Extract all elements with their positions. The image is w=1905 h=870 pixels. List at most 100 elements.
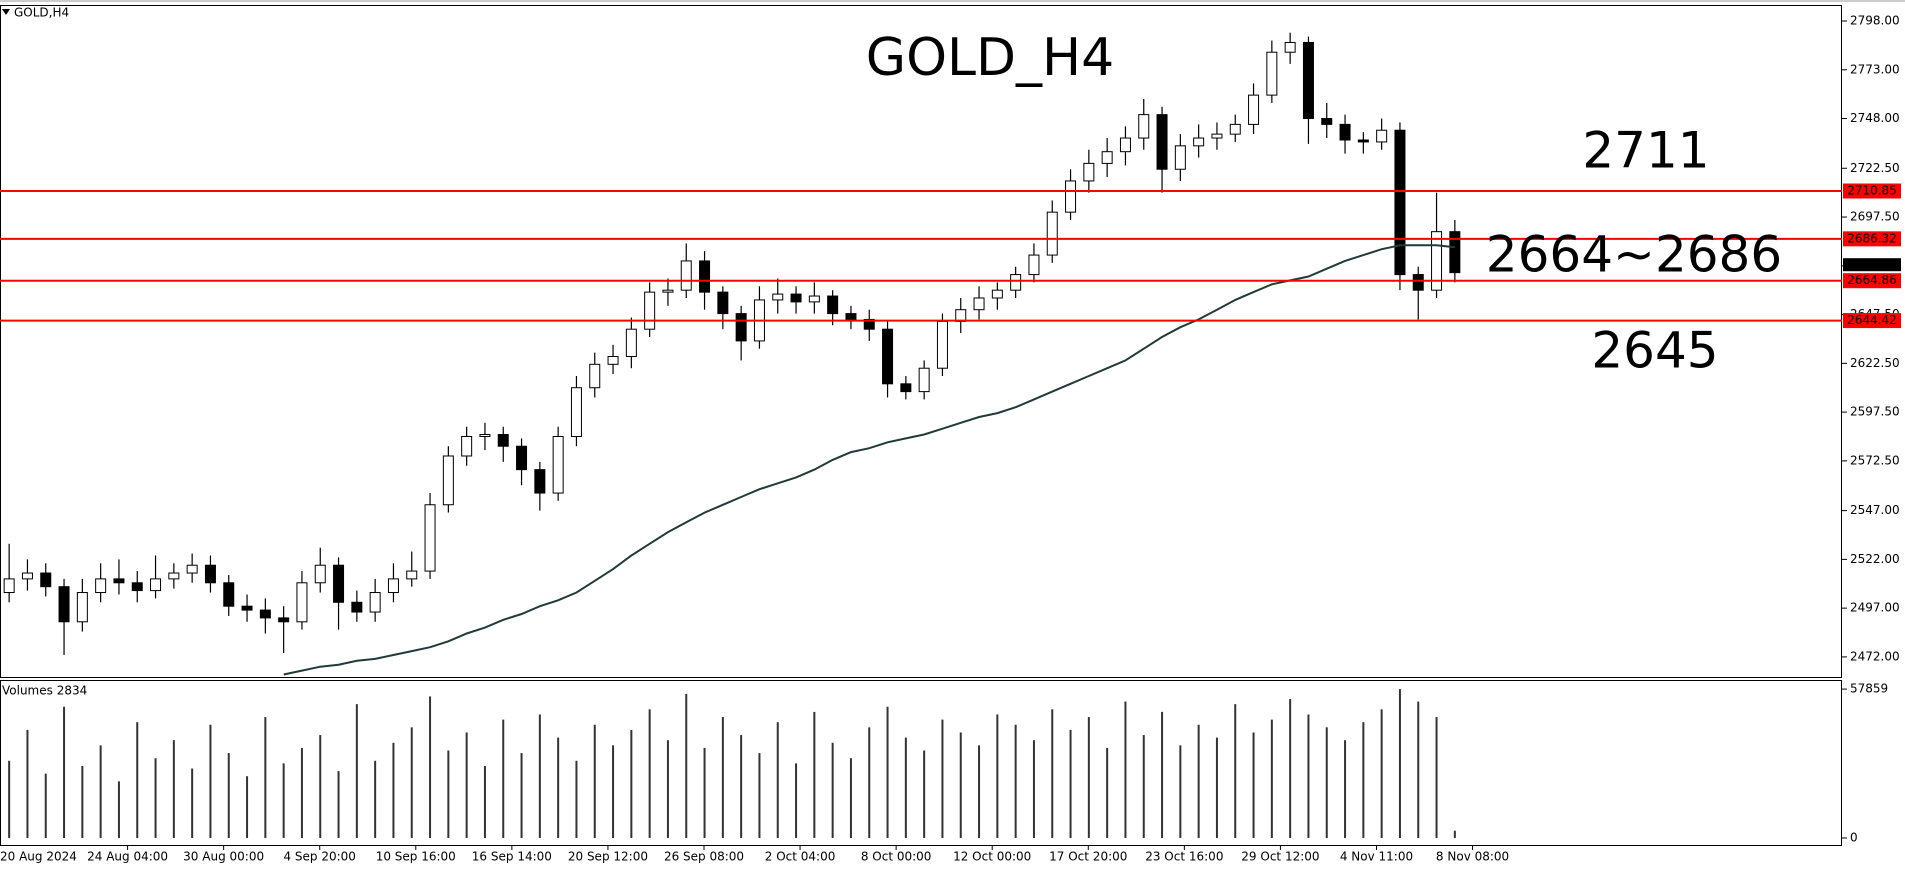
volume-bar — [1215, 737, 1218, 838]
candle-body — [1321, 118, 1333, 125]
candle-body — [333, 564, 345, 603]
volume-bar — [575, 760, 578, 838]
volume-bar — [941, 719, 944, 838]
volume-bar — [1106, 747, 1109, 838]
candle-body — [1174, 145, 1186, 170]
time-label: 20 Sep 12:00 — [568, 850, 648, 864]
volume-bar — [1398, 689, 1401, 838]
volume-bar — [740, 735, 743, 838]
level-label: 2710.85 — [1847, 183, 1897, 197]
volume-bar — [520, 753, 523, 838]
candle-body — [424, 504, 436, 572]
candle-body — [369, 592, 381, 613]
candle-body — [772, 293, 784, 301]
volume-bar — [1270, 719, 1273, 838]
volume-bar — [1069, 729, 1072, 838]
volume-bar — [227, 753, 230, 838]
volume-bar — [630, 729, 633, 838]
y-tick-label: 2622.50 — [1850, 356, 1900, 370]
volume-bar — [648, 709, 651, 838]
candle-body — [827, 295, 839, 315]
volume-bar — [246, 776, 249, 838]
time-label: 4 Nov 11:00 — [1340, 850, 1413, 864]
candle-body — [278, 617, 290, 623]
candle-body — [497, 434, 509, 447]
level-label: 2664.86 — [1847, 273, 1897, 287]
volume-bar — [1453, 830, 1456, 838]
candle-body — [1357, 139, 1369, 143]
volume-bar — [483, 765, 486, 838]
candle-body — [223, 582, 235, 607]
annotation: 2664~2686 — [1486, 226, 1782, 284]
volume-bar — [1014, 724, 1017, 838]
y-tick-label: 2472.00 — [1850, 649, 1900, 663]
volume-bar — [776, 722, 779, 838]
candle-body — [461, 435, 473, 457]
candle-body — [1211, 133, 1223, 139]
volume-bar — [117, 781, 120, 838]
symbol-label: GOLD,H4 — [14, 6, 69, 20]
level-label-box — [1843, 313, 1901, 329]
volume-bar — [264, 717, 267, 838]
volume-bar — [849, 758, 852, 838]
volume-bar — [868, 727, 871, 838]
volume-bar — [1252, 732, 1255, 838]
volume-bar — [612, 745, 615, 838]
volume-bar — [374, 760, 377, 838]
volume-bar — [136, 722, 139, 838]
volume-bar — [1289, 699, 1292, 838]
candle-body — [991, 289, 1003, 299]
candle-body — [699, 260, 711, 293]
volume-tick-label: 57859 — [1850, 682, 1888, 696]
level-label: 2644.42 — [1847, 313, 1897, 327]
candle-body — [644, 291, 656, 330]
candle-body — [516, 445, 528, 471]
y-tick-label: 2697.50 — [1850, 210, 1900, 224]
candle-body — [717, 291, 729, 315]
time-label: 20 Aug 2024 — [0, 850, 77, 864]
volume-bar — [1179, 745, 1182, 838]
volume-bar — [209, 724, 212, 838]
candle-body — [1083, 162, 1095, 182]
time-label: 17 Oct 20:00 — [1049, 850, 1127, 864]
candle-body — [1431, 231, 1443, 291]
candle-body — [1156, 114, 1168, 170]
candle-body — [204, 564, 216, 584]
time-label: 16 Sep 14:00 — [472, 850, 552, 864]
volume-bar — [923, 750, 926, 838]
candle-body — [1138, 114, 1150, 139]
time-label: 24 Aug 04:00 — [87, 850, 168, 864]
volume-panel-frame — [0, 680, 1842, 846]
volume-bar — [703, 747, 706, 838]
candle-body — [1028, 254, 1040, 276]
candle-body — [259, 609, 271, 619]
current-price-label: 2669.22 — [1847, 257, 1897, 271]
volume-bar — [319, 735, 322, 838]
candle-body — [918, 367, 930, 393]
level-label-box — [1843, 183, 1901, 199]
time-label: 30 Aug 00:00 — [183, 850, 264, 864]
level-label: 2686.32 — [1847, 231, 1897, 245]
candle-body — [1101, 151, 1113, 164]
candle-body — [58, 586, 70, 623]
symbol-menu-icon — [2, 9, 10, 15]
candle-body — [1248, 94, 1260, 125]
y-tick-label: 2597.50 — [1850, 405, 1900, 419]
volume-bar — [282, 763, 285, 838]
candle-body — [186, 564, 198, 574]
candle-body — [735, 313, 747, 342]
volume-bar — [1325, 727, 1328, 838]
volume-bar — [904, 737, 907, 838]
volume-bar — [795, 763, 798, 838]
volume-bar — [8, 760, 11, 838]
candle-body — [241, 605, 253, 611]
volume-bar — [502, 719, 505, 838]
y-tick-label: 2547.00 — [1850, 503, 1900, 517]
candle-body — [479, 434, 491, 437]
volume-bar — [1417, 701, 1420, 838]
candle-body — [625, 328, 637, 358]
candle-body — [95, 578, 107, 594]
candle-body — [973, 297, 985, 311]
candle-body — [589, 363, 601, 389]
candle-body — [150, 578, 162, 592]
